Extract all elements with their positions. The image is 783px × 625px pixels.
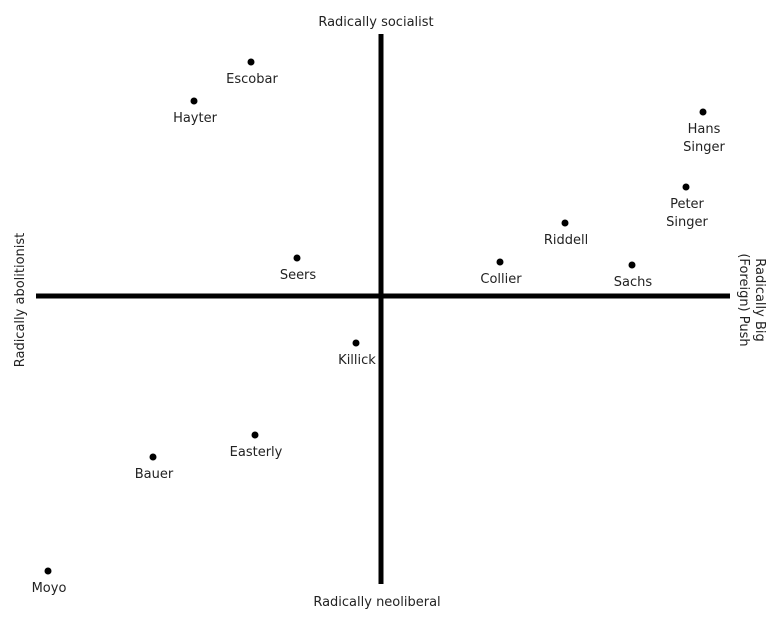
point-marker-hayter [190, 97, 198, 105]
point-marker-killick [352, 339, 360, 347]
point-label-peter-singer-line-2: Singer [666, 215, 708, 230]
axis-label-top: Radically socialist [318, 15, 433, 30]
point-marker-hans-singer [699, 108, 707, 116]
point-label-peter-singer-line-1: Peter [670, 197, 704, 212]
axis-label-right-line-1: Radically Big [752, 258, 767, 342]
point-label-seers: Seers [280, 268, 317, 283]
point-label-moyo: Moyo [32, 581, 67, 596]
point-marker-bauer [149, 453, 157, 461]
axis-label-left: Radically abolitionist [13, 233, 28, 368]
axis-label-right-line-2: (Foreign) Push [736, 253, 751, 346]
point-label-riddell: Riddell [544, 233, 588, 248]
point-label-killick: Killick [338, 353, 376, 368]
point-marker-seers [293, 254, 301, 262]
point-marker-sachs [628, 261, 636, 269]
point-label-hans-singer-line-1: Hans [688, 122, 721, 137]
point-marker-peter-singer [682, 183, 690, 191]
point-marker-escobar [247, 58, 255, 66]
point-label-bauer: Bauer [135, 467, 174, 482]
point-label-hayter: Hayter [173, 111, 218, 126]
point-marker-riddell [561, 219, 569, 227]
economist-points: Escobar Hayter Hans Singer Peter Singer Riddel… [32, 58, 726, 596]
point-label-collier: Collier [480, 272, 522, 287]
point-marker-moyo [44, 567, 52, 575]
point-marker-easterly [251, 431, 259, 439]
axis-label-bottom: Radically neoliberal [313, 595, 440, 610]
point-label-escobar: Escobar [226, 72, 278, 87]
point-label-hans-singer-line-2: Singer [683, 140, 725, 155]
point-marker-collier [496, 258, 504, 266]
point-label-sachs: Sachs [614, 275, 653, 290]
point-label-easterly: Easterly [230, 445, 283, 460]
